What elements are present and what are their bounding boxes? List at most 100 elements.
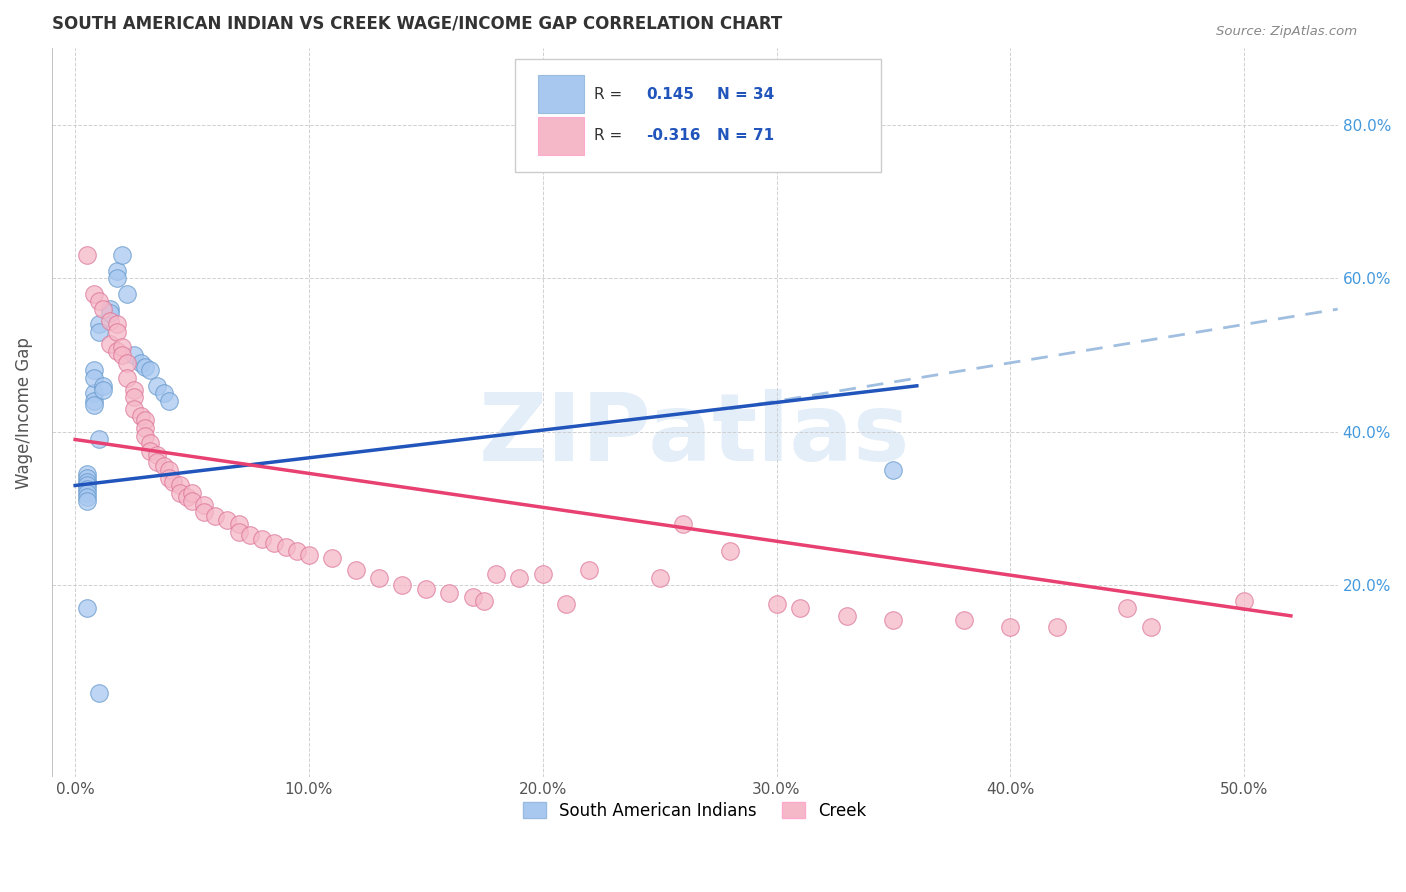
Point bbox=[76, 475, 98, 489]
Point bbox=[789, 601, 811, 615]
Point bbox=[122, 390, 145, 404]
Point bbox=[98, 306, 121, 320]
Point bbox=[153, 459, 176, 474]
Point bbox=[321, 551, 343, 566]
Text: Source: ZipAtlas.com: Source: ZipAtlas.com bbox=[1216, 25, 1357, 38]
Point bbox=[129, 409, 152, 424]
Text: ZIPatlas: ZIPatlas bbox=[479, 389, 910, 481]
Point bbox=[139, 444, 162, 458]
Point bbox=[952, 613, 974, 627]
Point bbox=[578, 563, 600, 577]
Point bbox=[391, 578, 413, 592]
Point bbox=[139, 363, 162, 377]
Point bbox=[169, 486, 191, 500]
Point bbox=[76, 493, 98, 508]
Point bbox=[91, 379, 114, 393]
Point bbox=[105, 344, 128, 359]
Point bbox=[1139, 620, 1161, 634]
Point bbox=[298, 548, 321, 562]
Point bbox=[76, 483, 98, 497]
Point bbox=[76, 467, 98, 481]
FancyBboxPatch shape bbox=[538, 117, 583, 155]
Point bbox=[76, 601, 98, 615]
Point bbox=[111, 248, 134, 262]
Point bbox=[83, 371, 105, 385]
Point bbox=[76, 478, 98, 492]
Point bbox=[461, 590, 484, 604]
Point bbox=[115, 286, 138, 301]
Point bbox=[146, 448, 169, 462]
FancyBboxPatch shape bbox=[515, 60, 882, 172]
Point bbox=[83, 398, 105, 412]
Point bbox=[1046, 620, 1069, 634]
Point bbox=[83, 363, 105, 377]
Point bbox=[105, 325, 128, 339]
Text: -0.316: -0.316 bbox=[645, 128, 700, 144]
Point bbox=[134, 359, 156, 374]
Point bbox=[217, 513, 239, 527]
Point bbox=[648, 570, 671, 584]
Point bbox=[672, 516, 695, 531]
Point bbox=[157, 463, 180, 477]
Point bbox=[105, 271, 128, 285]
Point bbox=[157, 394, 180, 409]
Point bbox=[157, 471, 180, 485]
Point bbox=[1116, 601, 1139, 615]
Y-axis label: Wage/Income Gap: Wage/Income Gap bbox=[15, 336, 32, 489]
Point bbox=[765, 598, 787, 612]
Point bbox=[87, 433, 110, 447]
Point bbox=[472, 593, 495, 607]
Point bbox=[169, 478, 191, 492]
Text: N = 71: N = 71 bbox=[717, 128, 773, 144]
Point bbox=[76, 248, 98, 262]
Point bbox=[437, 586, 460, 600]
Point bbox=[153, 386, 176, 401]
Point bbox=[835, 608, 858, 623]
Point bbox=[162, 475, 184, 489]
FancyBboxPatch shape bbox=[538, 76, 583, 113]
Point bbox=[76, 486, 98, 500]
Point bbox=[204, 509, 226, 524]
Point bbox=[76, 471, 98, 485]
Point bbox=[83, 394, 105, 409]
Point bbox=[485, 566, 508, 581]
Point bbox=[111, 348, 134, 362]
Point bbox=[134, 428, 156, 442]
Text: R =: R = bbox=[595, 128, 627, 144]
Point bbox=[129, 356, 152, 370]
Point bbox=[105, 264, 128, 278]
Point bbox=[239, 528, 262, 542]
Point bbox=[105, 318, 128, 332]
Point bbox=[228, 516, 250, 531]
Point bbox=[98, 336, 121, 351]
Legend: South American Indians, Creek: South American Indians, Creek bbox=[516, 796, 873, 827]
Point bbox=[1233, 593, 1256, 607]
Point bbox=[146, 455, 169, 469]
Point bbox=[193, 498, 215, 512]
Point bbox=[139, 436, 162, 450]
Point bbox=[228, 524, 250, 539]
Text: 0.145: 0.145 bbox=[645, 87, 693, 102]
Point bbox=[83, 286, 105, 301]
Point bbox=[531, 566, 554, 581]
Point bbox=[87, 325, 110, 339]
Point bbox=[87, 294, 110, 309]
Point bbox=[98, 313, 121, 327]
Point bbox=[176, 490, 198, 504]
Point bbox=[250, 532, 273, 546]
Point bbox=[76, 490, 98, 504]
Point bbox=[134, 413, 156, 427]
Text: R =: R = bbox=[595, 87, 627, 102]
Point bbox=[91, 383, 114, 397]
Point bbox=[122, 383, 145, 397]
Point bbox=[274, 540, 297, 554]
Point bbox=[718, 543, 741, 558]
Point bbox=[87, 685, 110, 699]
Point bbox=[98, 302, 121, 317]
Point bbox=[1000, 620, 1022, 634]
Point bbox=[181, 493, 204, 508]
Point bbox=[285, 543, 308, 558]
Point bbox=[115, 356, 138, 370]
Point bbox=[882, 613, 904, 627]
Point bbox=[87, 318, 110, 332]
